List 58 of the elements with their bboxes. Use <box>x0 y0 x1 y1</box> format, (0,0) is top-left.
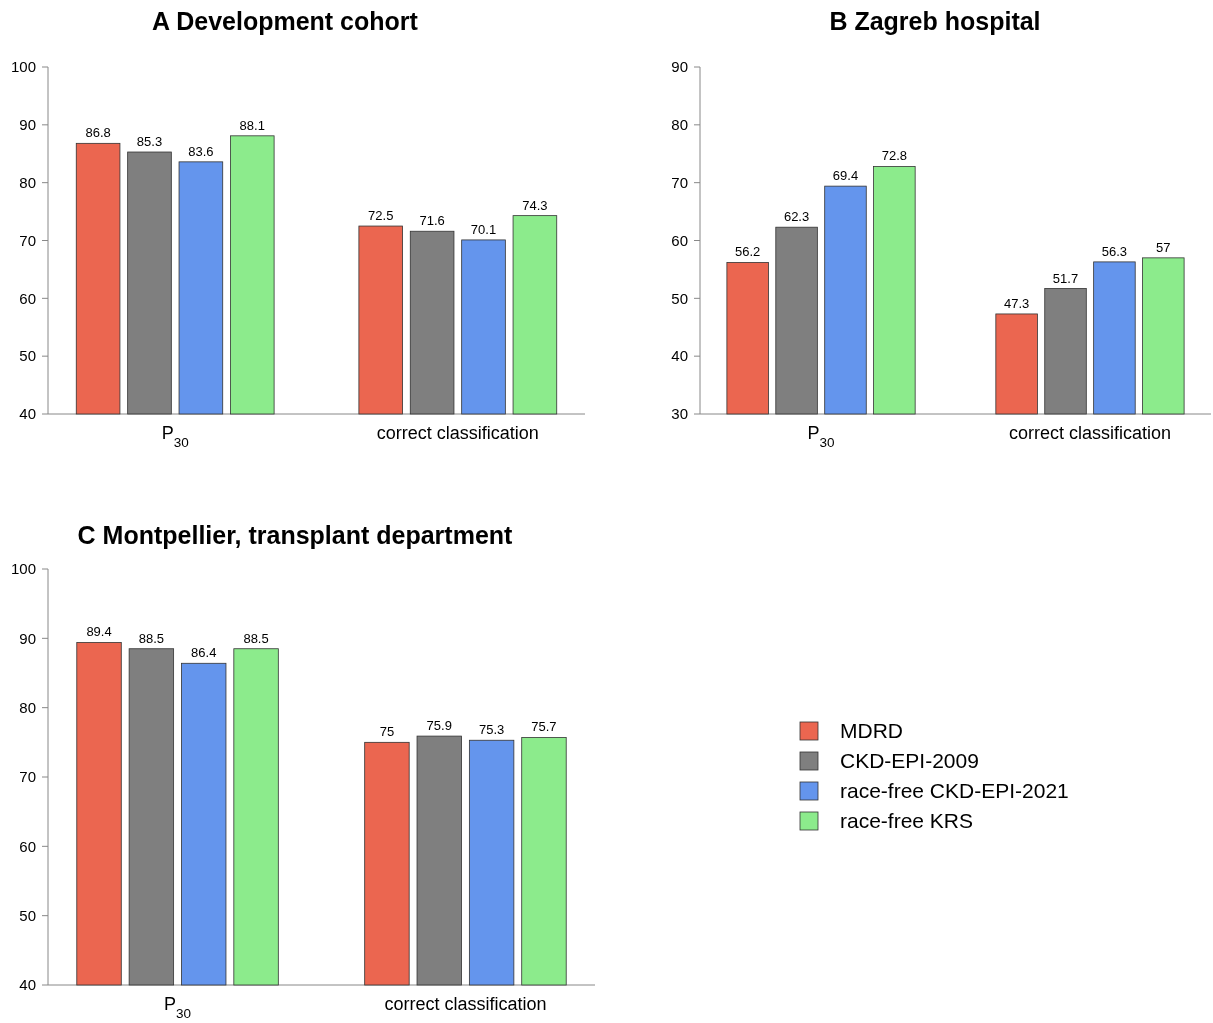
y-tick-label: 70 <box>671 173 688 191</box>
y-tick-label: 80 <box>671 116 688 134</box>
x-tick-label: P$_{30}$ <box>807 423 835 450</box>
data-label: 62.3 <box>783 209 810 225</box>
data-label: 74.3 <box>522 197 548 213</box>
data-label: 89.4 <box>86 624 112 640</box>
y-tick-label: 60 <box>19 289 36 307</box>
y-tick-label: 80 <box>19 698 36 716</box>
data-label: 83.6 <box>188 143 214 159</box>
y-tick-label: 60 <box>19 837 36 855</box>
chart-title: C Montpellier, transplant department <box>77 521 514 549</box>
chart-title: B Zagreb hospital <box>829 7 1041 35</box>
legend-label: MDRD <box>840 719 903 742</box>
legend-label: race-free CKD-EPI-2021 <box>840 779 1069 802</box>
y-tick-label: 50 <box>19 906 36 924</box>
x-tick-label: P$_{30}$ <box>161 423 189 450</box>
y-tick-label: 50 <box>671 289 688 307</box>
legend-label: CKD-EPI-2009 <box>840 749 979 772</box>
chart-title: A Development cohort <box>152 7 419 35</box>
data-label: 86.4 <box>191 645 217 661</box>
y-tick-label: 90 <box>19 629 36 647</box>
y-tick-label: 100 <box>10 58 36 76</box>
data-label: 88.1 <box>239 117 265 133</box>
data-label: 57 <box>1156 239 1171 255</box>
y-tick-label: 40 <box>19 405 36 423</box>
data-label: 56.2 <box>735 244 761 260</box>
y-tick-label: 40 <box>19 976 36 994</box>
y-tick-label: 60 <box>671 231 688 249</box>
y-tick-label: 30 <box>671 405 688 423</box>
x-tick-label: correct classification <box>1008 423 1171 443</box>
data-label: 75.7 <box>531 719 557 735</box>
data-label: 85.3 <box>136 134 163 150</box>
data-label: 56.3 <box>1101 243 1128 259</box>
data-label: 75.3 <box>478 722 505 738</box>
data-label: 72.8 <box>881 148 908 164</box>
data-label: 51.7 <box>1052 270 1079 286</box>
legend-label: race-free KRS <box>840 809 974 832</box>
x-tick-label: P$_{30}$ <box>164 994 192 1021</box>
x-tick-label: correct classification <box>376 423 539 443</box>
y-tick-label: 100 <box>10 560 36 578</box>
data-label: 88.5 <box>243 630 269 646</box>
y-tick-label: 90 <box>19 116 36 134</box>
data-label: 70.1 <box>470 221 497 237</box>
data-label: 47.3 <box>1003 295 1030 311</box>
x-tick-label: correct classification <box>384 994 547 1014</box>
data-label: 86.8 <box>85 125 111 141</box>
y-tick-label: 50 <box>19 347 36 365</box>
data-label: 75 <box>379 724 395 740</box>
y-tick-label: 90 <box>671 58 688 76</box>
data-label: 71.6 <box>419 213 445 229</box>
y-tick-label: 80 <box>19 173 36 191</box>
y-tick-label: 40 <box>671 347 688 365</box>
data-label: 75.9 <box>426 718 452 734</box>
data-label: 69.4 <box>832 168 859 184</box>
y-tick-label: 70 <box>19 768 36 786</box>
data-label: 72.5 <box>368 208 394 224</box>
y-tick-label: 70 <box>19 231 36 249</box>
data-label: 88.5 <box>138 630 165 646</box>
